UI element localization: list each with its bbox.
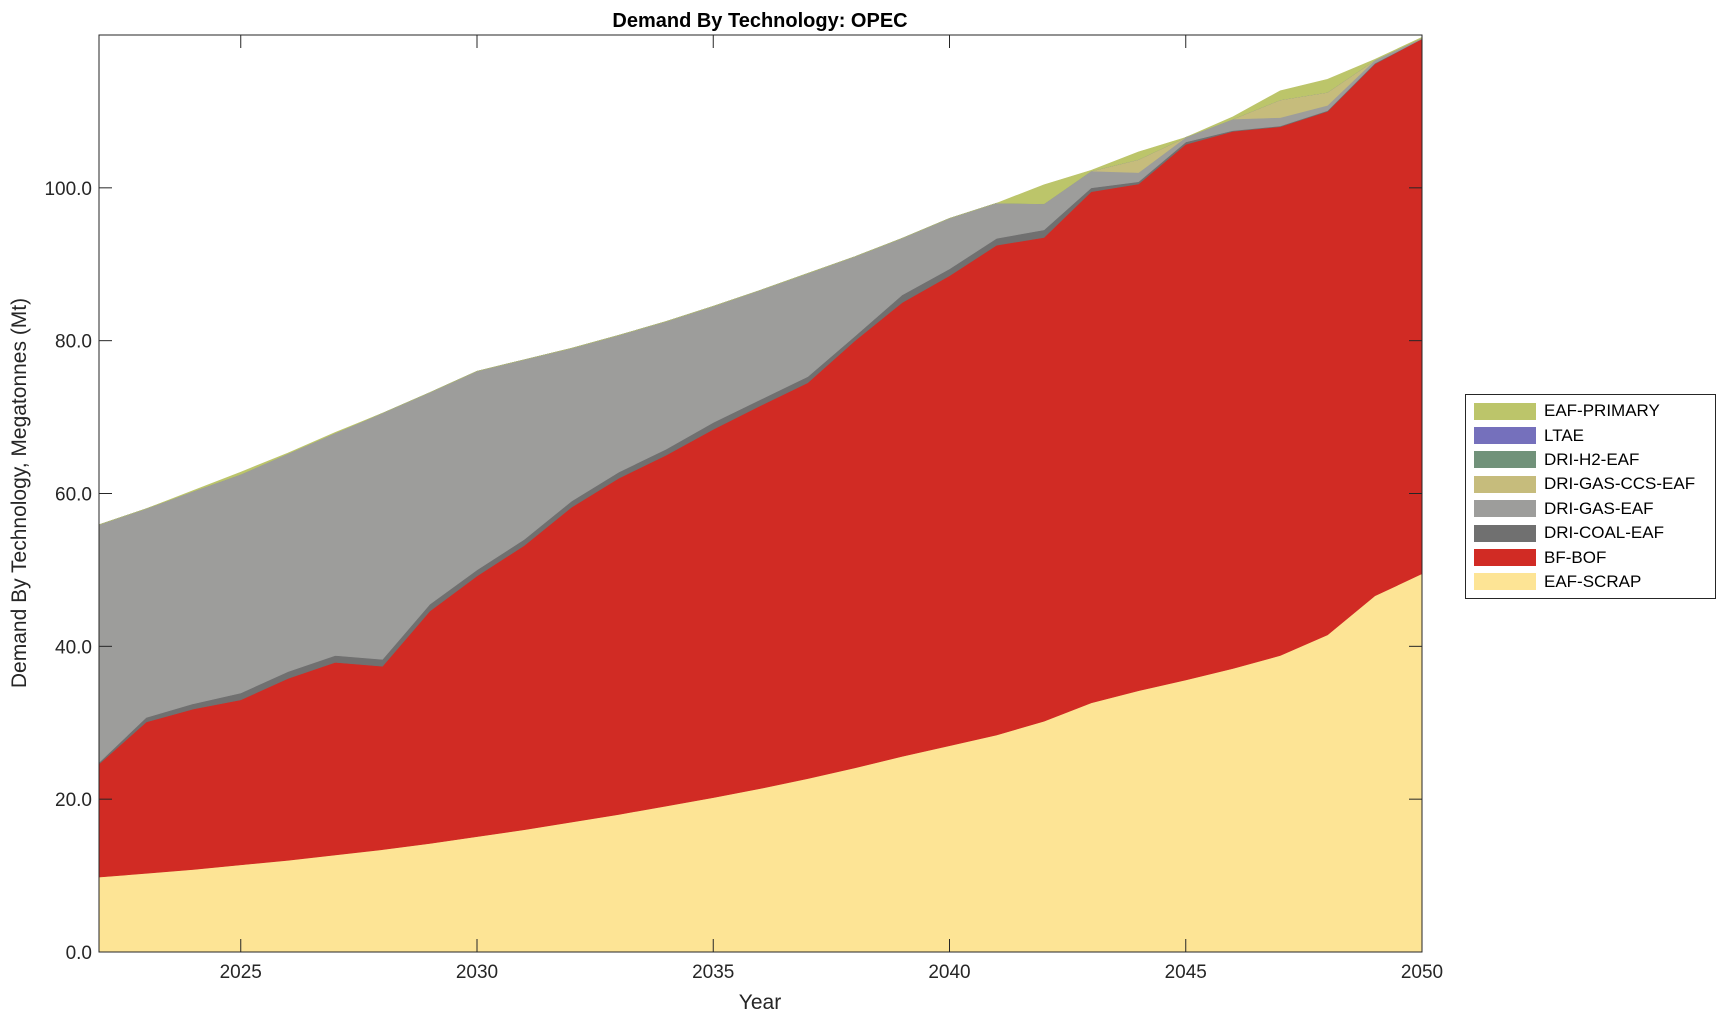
legend-swatch: [1474, 451, 1536, 469]
x-tick-label: 2035: [692, 962, 734, 983]
legend-swatch: [1474, 475, 1536, 493]
legend-item: DRI-GAS-CCS-EAF: [1466, 472, 1715, 496]
legend-label: EAF-PRIMARY: [1544, 401, 1660, 421]
legend-item: LTAE: [1466, 423, 1715, 447]
legend-item: DRI-GAS-EAF: [1466, 497, 1715, 521]
y-tick-label: 60.0: [55, 485, 92, 506]
y-axis-label: Demand By Technology, Megatonnes (Mt): [8, 298, 31, 688]
legend-label: DRI-COAL-EAF: [1544, 523, 1664, 543]
legend-item: DRI-COAL-EAF: [1466, 521, 1715, 545]
x-axis-label: Year: [739, 991, 781, 1014]
x-tick-label: 2050: [1401, 962, 1443, 983]
y-tick-label: 40.0: [55, 637, 92, 658]
legend-swatch: [1474, 524, 1536, 542]
legend-label: BF-BOF: [1544, 547, 1607, 567]
legend-label: EAF-SCRAP: [1544, 571, 1642, 591]
legend-item: EAF-SCRAP: [1466, 570, 1715, 594]
legend-swatch: [1474, 427, 1536, 445]
legend-swatch: [1474, 500, 1536, 518]
axis-ticks: 2025 2030 2035 2040 2045 2050 0.0 20.0 40.0 60.0 8…: [44, 35, 1443, 983]
chart-title: Demand By Technology: OPEC: [612, 10, 907, 32]
y-tick-label: 80.0: [55, 332, 92, 353]
x-tick-label: 2040: [928, 962, 970, 983]
legend-swatch: [1474, 573, 1536, 591]
y-tick-label: 100.0: [44, 179, 92, 200]
legend-label: DRI-GAS-CCS-EAF: [1544, 474, 1696, 494]
legend-label: DRI-H2-EAF: [1544, 449, 1640, 469]
y-tick-label: 0.0: [66, 943, 92, 964]
legend-label: LTAE: [1544, 425, 1584, 445]
legend-swatch: [1474, 402, 1536, 420]
legend-swatch: [1474, 549, 1536, 567]
legend-item: BF-BOF: [1466, 545, 1715, 569]
y-tick-label: 20.0: [55, 790, 92, 811]
legend-item: DRI-H2-EAF: [1466, 448, 1715, 472]
area-series-group: [98, 36, 1423, 953]
x-tick-label: 2025: [220, 962, 262, 983]
legend-label: DRI-GAS-EAF: [1544, 498, 1654, 518]
legend-item: EAF-PRIMARY: [1466, 399, 1715, 423]
x-tick-label: 2045: [1165, 962, 1207, 983]
x-tick-label: 2030: [456, 962, 498, 983]
legend: EAF-PRIMARY LTAE DRI-H2-EAF DRI-GAS-CCS-EAF…: [1465, 394, 1716, 600]
